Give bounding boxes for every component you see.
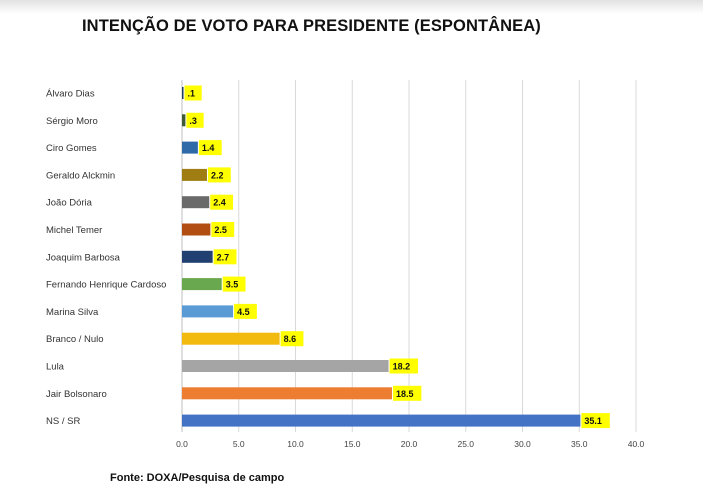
top-shadow-band [0, 0, 703, 14]
category-label: Lula [46, 362, 65, 373]
category-label: Sérgio Moro [46, 116, 98, 127]
data-label-background [198, 140, 222, 156]
data-label: 2.7 [217, 252, 230, 262]
bar [182, 87, 184, 99]
x-tick-label: 5.0 [233, 439, 245, 449]
x-tick-label: 10.0 [287, 439, 304, 449]
x-tick-label: 15.0 [344, 439, 361, 449]
category-label: NS / SR [46, 416, 80, 427]
data-label: 18.5 [396, 389, 414, 399]
category-label: Fernando Henrique Cardoso [46, 280, 166, 291]
x-tick-label: 35.0 [571, 439, 588, 449]
gridlines [181, 80, 637, 432]
data-label-background [389, 358, 418, 374]
data-label: .3 [189, 116, 197, 126]
data-label-background [210, 194, 234, 210]
data-label: 35.1 [584, 416, 602, 426]
bar [182, 141, 198, 154]
data-label-background [184, 85, 202, 101]
category-labels: Álvaro Dias Sérgio Moro Ciro Gomes Geraldo … [46, 89, 166, 428]
bar [182, 387, 392, 400]
data-label: 2.2 [211, 170, 224, 180]
data-label: 2.5 [214, 225, 227, 235]
x-tick-label: 40.0 [628, 439, 645, 449]
bar [182, 414, 581, 427]
data-label: 1.4 [202, 143, 215, 153]
category-label: Branco / Nulo [46, 334, 104, 345]
bar [182, 332, 280, 345]
bar [182, 114, 186, 127]
category-label: Michel Temer [46, 225, 102, 236]
data-label-background [280, 331, 304, 347]
data-label-background [581, 413, 610, 429]
data-label-background [213, 249, 237, 265]
data-label-background [211, 222, 235, 237]
bar [182, 223, 211, 236]
x-tick-label: 0.0 [176, 439, 188, 449]
x-tick-label: 30.0 [514, 439, 531, 449]
bar [182, 278, 222, 291]
data-label-background [207, 167, 231, 183]
category-label: Ciro Gomes [46, 143, 97, 154]
category-label: João Dória [46, 198, 93, 209]
bar [182, 360, 389, 372]
data-label-background [392, 385, 422, 401]
source-note: Fonte: DOXA/Pesquisa de campo [110, 472, 285, 484]
chart-title: INTENÇÃO DE VOTO PARA PRESIDENTE (ESPONT… [82, 17, 541, 35]
x-tick-label: 20.0 [401, 439, 418, 449]
category-label: Jair Bolsonaro [46, 389, 107, 400]
data-label-background [222, 276, 246, 292]
data-label-background [186, 112, 204, 128]
data-label-background [234, 303, 257, 319]
x-axis-tick-labels: 0.0 5.0 10.0 15.0 20.0 25.0 30.0 35.0 40.0 [176, 439, 644, 449]
data-label: .1 [188, 89, 196, 99]
data-label: 3.5 [226, 280, 239, 290]
data-label: 8.6 [284, 334, 297, 344]
category-label: Marina Silva [46, 307, 99, 318]
x-tick-label: 25.0 [457, 439, 474, 449]
bars [182, 87, 581, 427]
data-label: 18.2 [393, 362, 411, 372]
data-label: 4.5 [237, 307, 250, 317]
category-label: Álvaro Dias [46, 89, 95, 100]
data-labels: .1 .3 1.4 2.2 2.4 2.5 2.7 3.5 4.5 8.6 18.2 18.5 35.1 [184, 85, 610, 429]
bar [182, 250, 213, 263]
category-label: Joaquim Barbosa [46, 252, 121, 263]
bar [182, 305, 234, 318]
bar [182, 168, 207, 181]
bar [182, 196, 210, 209]
category-label: Geraldo Alckmin [46, 170, 115, 181]
data-label: 2.4 [213, 198, 226, 208]
